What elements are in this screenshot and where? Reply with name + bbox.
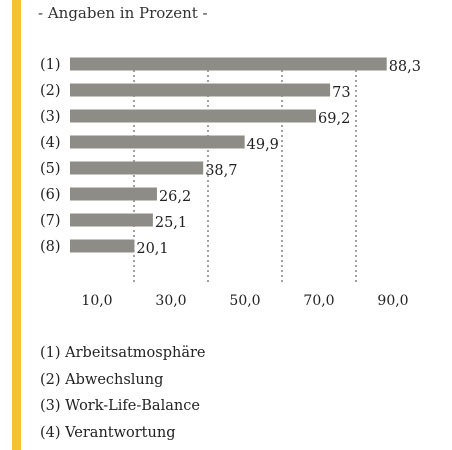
chart-subtitle: - Angaben in Prozent - (38, 4, 208, 22)
bar-chart: 10,0 30,0 50,0 70,0 90,0 (1) 88,3 (2) 73 (3) 69,2 (… (40, 57, 421, 309)
chart-legend: (1) Arbeitsatmosphäre (2) Abwechslung (3… (40, 340, 206, 446)
legend-item-2: (2) Abwechslung (40, 371, 164, 388)
data-label: 20,1 (136, 241, 168, 257)
data-label: 49,9 (247, 137, 279, 153)
category-label: (7) (40, 213, 61, 229)
data-label: 88,3 (389, 59, 421, 75)
data-label: 25,1 (155, 215, 187, 231)
category-label: (3) (40, 109, 61, 125)
x-tick-label: 70,0 (303, 293, 334, 309)
data-label: 73 (332, 85, 350, 101)
category-label: (6) (40, 187, 61, 203)
category-label: (4) (40, 135, 61, 151)
data-label: 69,2 (318, 111, 350, 127)
accent-stripe (12, 0, 21, 450)
bar (70, 109, 317, 123)
data-label: 38,7 (205, 163, 237, 179)
bar (70, 187, 157, 201)
category-label: (5) (40, 161, 61, 177)
bar (70, 161, 204, 175)
x-tick-label: 10,0 (81, 293, 112, 309)
x-tick-label: 50,0 (229, 293, 260, 309)
category-label: (1) (40, 57, 61, 73)
bar (70, 213, 153, 227)
x-tick-label: 90,0 (377, 293, 408, 309)
legend-item-3: (3) Work-Life-Balance (40, 398, 200, 414)
bar (70, 135, 245, 149)
legend-item-1: (1) Arbeitsatmosphäre (40, 345, 206, 361)
bar (70, 239, 135, 253)
category-label: (2) (40, 83, 61, 99)
bar (70, 83, 331, 97)
data-label: 26,2 (159, 189, 191, 205)
x-tick-label: 30,0 (155, 293, 186, 309)
bar (70, 57, 387, 71)
legend-item-4: (4) Verantwortung (40, 424, 176, 441)
category-label: (8) (40, 239, 61, 255)
